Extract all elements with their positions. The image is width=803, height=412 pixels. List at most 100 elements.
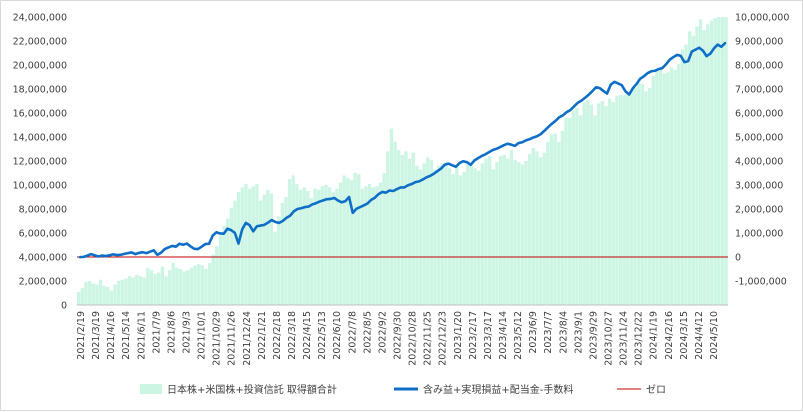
profit-line-layer <box>78 41 727 259</box>
bar <box>466 162 470 305</box>
bar <box>164 276 168 305</box>
bar <box>484 158 488 305</box>
legend-label-bars: 日本株+米国株+投資信託 取得額合計 <box>167 383 337 396</box>
bar <box>709 20 714 305</box>
bar <box>306 191 310 305</box>
left-tick-label: 18,000,000 <box>13 85 67 96</box>
bar <box>324 185 328 305</box>
bar <box>146 267 150 305</box>
bar <box>113 284 117 305</box>
x-tick-label: 2022/6/10 <box>332 311 343 360</box>
left-tick-label: 24,000,000 <box>13 13 67 24</box>
x-tick-label: 2022/1/21 <box>257 311 268 360</box>
bar <box>277 216 281 305</box>
bar <box>546 141 550 305</box>
bar <box>491 169 495 305</box>
bar <box>651 75 655 305</box>
bar <box>182 271 186 305</box>
bar <box>87 281 92 305</box>
x-tick-label: 2022/11/25 <box>423 311 434 366</box>
bar <box>600 101 605 305</box>
bar <box>400 155 405 305</box>
bar <box>109 290 114 305</box>
x-tick-label: 2021/10/1 <box>197 311 208 360</box>
bar <box>597 103 601 306</box>
bar <box>84 282 88 305</box>
left-tick-label: 6,000,000 <box>19 229 67 240</box>
bar <box>309 198 314 305</box>
bar <box>691 36 695 305</box>
bar <box>422 163 426 305</box>
bar <box>720 17 725 305</box>
x-tick-label: 2023/2/17 <box>468 311 479 360</box>
bar <box>549 134 554 305</box>
bar <box>255 183 259 305</box>
x-tick-label: 2022/5/13 <box>317 311 328 360</box>
bar <box>266 189 270 305</box>
bar <box>91 283 95 305</box>
x-tick-label: 2022/4/15 <box>302 311 313 360</box>
x-tick-label: 2023/5/12 <box>513 311 524 360</box>
bar <box>171 263 175 305</box>
bar <box>287 179 292 305</box>
bar <box>440 163 445 305</box>
x-tick-label: 2022/9/30 <box>393 311 404 360</box>
bar <box>335 188 339 305</box>
bar <box>560 131 565 305</box>
bar <box>640 84 645 305</box>
left-tick-label: 22,000,000 <box>13 37 67 48</box>
left-y-axis: 0 2,000,000 4,000,000 6,000,000 8,000,000 10,… <box>13 13 67 312</box>
bar <box>429 159 434 305</box>
bar <box>593 115 597 306</box>
bar <box>473 168 477 305</box>
bar <box>389 128 394 305</box>
left-tick-label: 16,000,000 <box>13 109 67 120</box>
bar <box>647 87 652 305</box>
bar <box>386 151 390 305</box>
left-tick-label: 14,000,000 <box>13 133 67 144</box>
bar <box>447 168 452 305</box>
right-tick-label: 4,000,000 <box>735 157 783 168</box>
bar <box>673 69 677 305</box>
bar <box>433 169 437 305</box>
bar <box>589 104 594 305</box>
bar <box>364 186 368 305</box>
x-tick-label: 2024/3/15 <box>679 311 690 360</box>
bar <box>480 163 485 305</box>
bar <box>658 67 663 306</box>
bar <box>698 19 703 306</box>
bar <box>706 24 710 305</box>
bar <box>186 270 190 305</box>
x-tick-label: 2021/2/19 <box>76 311 87 360</box>
bar <box>353 173 357 305</box>
bar <box>538 157 543 305</box>
bar <box>687 31 692 306</box>
bar <box>509 150 514 305</box>
bar <box>607 98 612 305</box>
x-tick-label: 2021/11/26 <box>227 311 238 366</box>
x-tick-label: 2023/7/7 <box>543 311 554 354</box>
bar <box>375 186 379 305</box>
bar <box>120 279 124 305</box>
right-tick-label: 6,000,000 <box>735 109 783 120</box>
bar <box>197 264 201 305</box>
x-tick-label: 2023/9/1 <box>573 311 584 354</box>
bar <box>553 133 557 305</box>
x-tick-label: 2022/9/2 <box>377 311 388 354</box>
bar <box>702 30 706 305</box>
bar <box>237 192 241 305</box>
bar <box>317 189 321 305</box>
x-tick-label: 2021/4/16 <box>106 311 117 360</box>
bar <box>411 152 415 305</box>
bar <box>407 158 412 305</box>
bar <box>295 183 299 305</box>
right-tick-label: 0 <box>735 253 741 264</box>
bar <box>95 284 99 305</box>
bar <box>157 272 161 305</box>
bar <box>320 186 325 305</box>
bar <box>506 158 510 305</box>
bar <box>211 254 215 305</box>
bar <box>342 175 346 305</box>
bar <box>437 165 441 305</box>
x-tick-label: 2021/9/3 <box>182 311 193 354</box>
